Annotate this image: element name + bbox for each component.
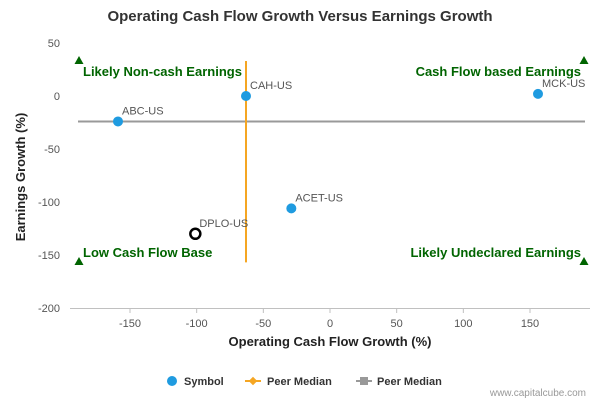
- point-abc-us[interactable]: [113, 116, 123, 127]
- legend: Symbol Peer Median Peer Median: [167, 376, 442, 388]
- legend-gray-square: [360, 377, 368, 385]
- data-points: ABC-US CAH-US MCK-US ACET-US DPLO-US: [113, 78, 585, 241]
- legend-peer-median-gray-label: Peer Median: [377, 376, 442, 388]
- legend-peer-median-orange-label: Peer Median: [267, 376, 332, 388]
- x-axis-ticks: -150 -100 -50 0 50 100 150: [119, 308, 539, 330]
- quadrant-label-bottom-right: Likely Undeclared Earnings: [410, 245, 581, 260]
- quadrant-marker-bottom-left: [74, 257, 84, 265]
- legend-item-symbol[interactable]: Symbol: [167, 376, 224, 388]
- y-tick-label: -100: [38, 197, 60, 209]
- chart-title: Operating Cash Flow Growth Versus Earnin…: [107, 8, 492, 25]
- legend-orange-diamond: [248, 376, 258, 386]
- x-tick-label: -100: [186, 318, 208, 330]
- quadrant-marker-bottom-right: [579, 257, 589, 265]
- x-tick-label: 100: [454, 318, 472, 330]
- point-dplo-us[interactable]: [189, 227, 202, 241]
- x-tick-label: 150: [521, 318, 539, 330]
- y-axis-title: Earnings Growth (%): [13, 113, 28, 242]
- x-tick-label: 50: [391, 318, 403, 330]
- quadrant-marker-top-left: [74, 56, 84, 64]
- legend-symbol-label: Symbol: [184, 376, 224, 388]
- legend-item-peer-median-orange[interactable]: Peer Median: [245, 376, 332, 388]
- quadrant-label-top-right: Cash Flow based Earnings: [416, 64, 581, 79]
- point-label: CAH-US: [250, 80, 292, 92]
- point-acet-us[interactable]: [286, 203, 297, 214]
- x-tick-label: 0: [327, 318, 333, 330]
- y-axis-ticks: 50 0 -50 -100 -150 -200: [38, 38, 60, 315]
- quadrant-label-bottom-left: Low Cash Flow Base: [83, 245, 212, 260]
- y-tick-label: -200: [38, 303, 60, 315]
- point-label: ABC-US: [122, 105, 164, 117]
- credit: www.capitalcube.com: [489, 388, 586, 399]
- y-tick-label: 0: [54, 91, 60, 103]
- y-tick-label: -50: [44, 144, 60, 156]
- point-cah-us[interactable]: [241, 91, 251, 101]
- x-tick-label: -50: [255, 318, 271, 330]
- legend-symbol-swatch: [167, 376, 177, 386]
- peer-median-lines: [78, 61, 585, 263]
- point-label: DPLO-US: [199, 218, 248, 230]
- y-tick-label: 50: [48, 38, 60, 50]
- quadrant-label-top-left: Likely Non-cash Earnings: [83, 64, 242, 79]
- point-label: ACET-US: [295, 192, 343, 204]
- quadrant-marker-top-right: [579, 56, 589, 64]
- x-tick-label: -150: [119, 318, 141, 330]
- quadrant-markers: [74, 56, 589, 265]
- y-tick-label: -150: [38, 250, 60, 262]
- point-mck-us[interactable]: [533, 88, 543, 99]
- point-label: MCK-US: [542, 78, 585, 90]
- legend-item-peer-median-gray[interactable]: Peer Median: [356, 376, 442, 388]
- x-axis-title: Operating Cash Flow Growth (%): [229, 334, 432, 349]
